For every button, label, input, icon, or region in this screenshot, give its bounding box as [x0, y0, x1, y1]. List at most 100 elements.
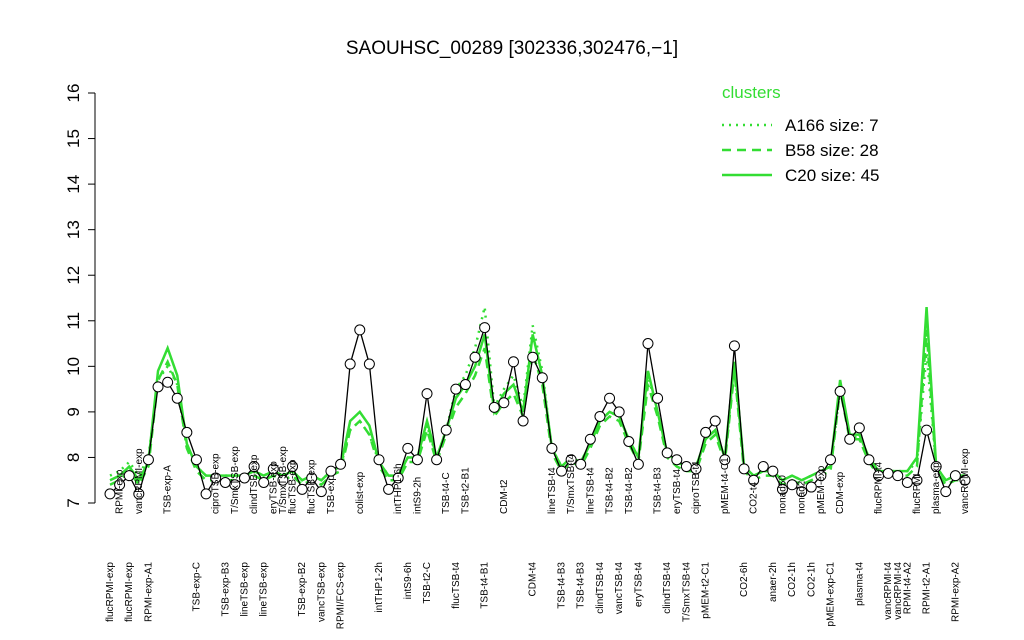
data-point — [623, 436, 635, 447]
y-tick-label: 11 — [64, 312, 83, 330]
data-point — [229, 479, 241, 491]
data-point — [325, 465, 337, 477]
x-tick-label: RPMI/FCS-exp — [336, 562, 347, 630]
data-point — [133, 488, 145, 500]
data-point — [748, 474, 760, 486]
data-point — [892, 470, 904, 482]
data-point — [315, 486, 327, 498]
data-point — [450, 383, 462, 395]
x-tick-label-top: lineTSB-t4 — [585, 467, 596, 514]
y-tick-label: 10 — [64, 357, 83, 376]
x-tick-label-top: TSB-t4-B2 — [605, 467, 616, 514]
data-point — [152, 381, 164, 393]
data-point — [546, 442, 558, 454]
data-point — [556, 465, 568, 477]
x-tick-label: RPMI-t4-A2 — [902, 562, 913, 615]
data-point — [921, 424, 933, 436]
data-point — [882, 467, 894, 479]
x-tick-label: clindTSB-t4 — [662, 562, 673, 614]
data-point — [604, 392, 616, 404]
data-point — [949, 470, 961, 482]
x-tick-label-top: TSB-t4-B2 — [624, 467, 635, 514]
x-tick-label-top: eryTSB-t4 — [672, 469, 683, 514]
data-point — [690, 463, 702, 475]
x-tick-label-top: nonad2 — [797, 480, 808, 514]
x-tick-label-top: T/SmxTSB-exp — [278, 446, 289, 514]
x-tick-label-top: TSB-exp-A — [163, 465, 174, 514]
data-point — [959, 474, 971, 486]
x-tick-label: plasma-t4 — [854, 562, 865, 606]
x-tick-label: CO2-6h — [739, 562, 750, 597]
x-tick-label: RPMI-exp-A2 — [950, 562, 961, 622]
data-point — [277, 474, 289, 486]
x-tick-label-top: RPMI-exp — [115, 469, 126, 514]
x-tick-label-top: lineTSB-t4 — [547, 467, 558, 514]
data-point — [354, 324, 366, 336]
x-tick-label-top: eryTSB-exp — [268, 461, 279, 514]
data-point — [815, 470, 827, 482]
data-point — [267, 463, 279, 475]
data-point — [517, 415, 529, 427]
x-tick-label: intS9-6h — [403, 562, 414, 599]
data-point — [844, 433, 856, 445]
x-tick-label-top: CDM-t2 — [499, 479, 510, 514]
data-point — [344, 358, 356, 370]
data-point — [258, 477, 270, 488]
data-point — [306, 472, 318, 484]
x-tick-label: T/SmxTSB-t4 — [681, 562, 692, 622]
chart-title: SAOUHSC_00289 [302336,302476,−1] — [346, 38, 678, 59]
y-tick-label: 12 — [64, 266, 83, 285]
x-tick-label: TSB-t2-C — [422, 562, 433, 604]
legend-label: A166 size: 7 — [785, 116, 879, 135]
x-tick-label-top: flucRPMI — [912, 473, 923, 514]
x-tick-label: anaer-2h — [768, 562, 779, 602]
x-tick-label: vancTSB-t4 — [614, 562, 625, 615]
x-tick-label: TSB-exp-B2 — [297, 562, 308, 617]
data-point — [642, 338, 654, 350]
data-point — [123, 470, 135, 482]
x-tick-label-top: colist-exp — [355, 471, 366, 514]
data-point — [488, 401, 500, 413]
x-tick-label: flucRPMI-exp — [124, 562, 135, 622]
data-point — [373, 454, 385, 466]
data-point — [584, 433, 596, 445]
data-point — [661, 447, 673, 459]
data-point — [796, 486, 808, 498]
data-point — [459, 379, 471, 391]
data-point — [507, 356, 519, 368]
x-tick-label: RPMI-exp-A1 — [143, 562, 154, 622]
data-point — [114, 479, 126, 491]
data-point — [940, 486, 952, 498]
data-point — [680, 461, 692, 473]
data-point — [469, 351, 481, 363]
x-tick-label-top: intS9-2h — [412, 477, 423, 514]
x-tick-label-top: plasma-exp — [931, 462, 942, 514]
data-point — [527, 351, 539, 363]
data-point — [536, 372, 548, 384]
y-tick-label: 16 — [64, 84, 83, 103]
y-tick-label: 13 — [64, 220, 83, 239]
legend-label: B58 size: 28 — [785, 141, 879, 160]
data-point — [363, 358, 375, 370]
legend-title: clusters — [722, 83, 781, 102]
x-tick-label: clindTSB-t4 — [595, 562, 606, 614]
data-point — [700, 426, 712, 438]
data-point — [248, 461, 260, 473]
x-tick-label: RPMI-t2-A1 — [922, 562, 933, 615]
data-point — [825, 454, 837, 466]
data-point — [431, 454, 443, 466]
data-point — [786, 479, 798, 491]
x-tick-label-top: vancRPMI-exp — [134, 448, 145, 514]
x-tick-label-top: TSB-t4-C — [441, 472, 452, 514]
x-tick-label: TSB-t4-B3 — [576, 562, 587, 609]
x-tick-label: TSB-exp-C — [191, 562, 202, 611]
data-point — [219, 477, 231, 488]
data-point — [834, 385, 846, 397]
data-point — [181, 426, 193, 438]
x-tick-label: pMEM-t2-C1 — [701, 562, 712, 619]
x-tick-label: flucTSB-t4 — [451, 562, 462, 609]
x-tick-label-top: flucRPMI-t4 — [874, 461, 885, 514]
x-tick-label-top: intTHP1-6h — [393, 463, 404, 514]
data-point — [738, 463, 750, 475]
x-tick-label-top: T/SmxTSB-exp — [230, 446, 241, 514]
